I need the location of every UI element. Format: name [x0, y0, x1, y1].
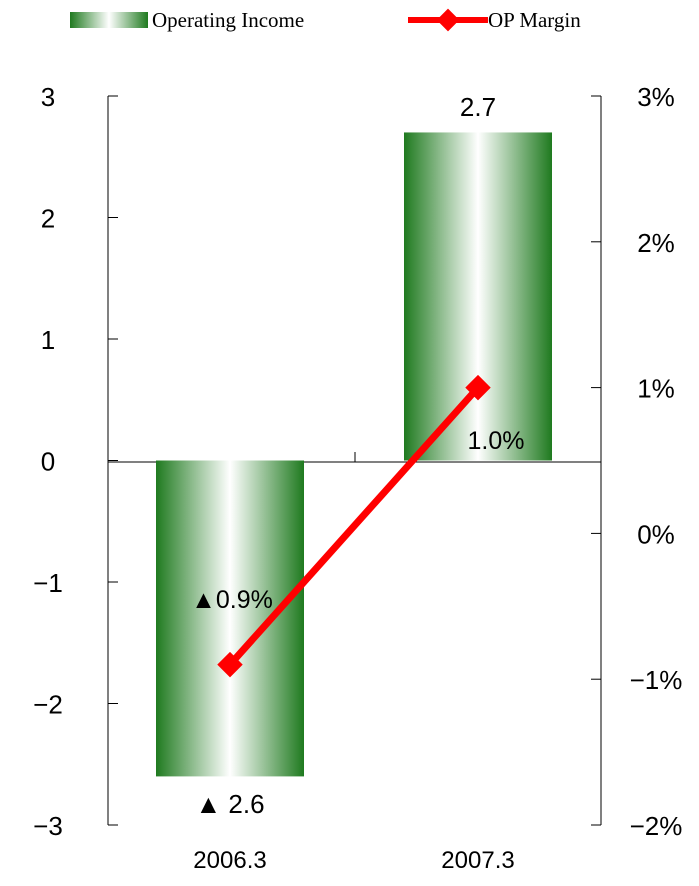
y-left-tick-label: 3 [41, 82, 55, 112]
y-right-tick-label: 3% [637, 82, 675, 112]
marker-op-margin [465, 374, 491, 401]
y-right-tick-label: 0% [637, 519, 675, 549]
y-right-tick-label: 2% [637, 228, 675, 258]
data-label-operating-income: ▲ 2.6 [195, 789, 264, 819]
y-left-tick-label: −2 [33, 690, 63, 720]
data-label-op-margin: ▲0.9% [191, 586, 273, 614]
line-op-margin [227, 385, 481, 667]
legend-swatch-operating-income [70, 12, 148, 28]
x-category-label: 2006.3 [193, 847, 266, 874]
marker-op-margin [217, 651, 243, 678]
y-left-tick-label: 0 [41, 447, 55, 477]
y-left-tick-label: 1 [41, 325, 55, 355]
y-right-tick-label: 1% [637, 374, 675, 404]
data-label-operating-income: 2.7 [460, 92, 496, 122]
legend-label-operating-income: Operating Income [152, 8, 304, 32]
data-label-op-margin: 1.0% [468, 427, 525, 455]
y-right-tick-label: −1% [630, 665, 683, 695]
axes: −3 −2 −1 0 1 2 3 −2% −1% 0% 1% 2% 3% [33, 82, 682, 841]
x-category-label: 2007.3 [441, 847, 514, 874]
legend-label-op-margin: OP Margin [488, 8, 581, 32]
bar-operating-income [404, 132, 552, 461]
legend-swatch-op-margin-marker [436, 8, 460, 32]
y-right-tick-label: −2% [630, 811, 683, 841]
y-left-tick-label: −3 [33, 811, 63, 841]
y-left-tick-label: −1 [33, 568, 63, 598]
y-left-tick-label: 2 [41, 204, 55, 234]
bar-operating-income [156, 460, 304, 777]
legend: Operating Income OP Margin [70, 8, 581, 32]
